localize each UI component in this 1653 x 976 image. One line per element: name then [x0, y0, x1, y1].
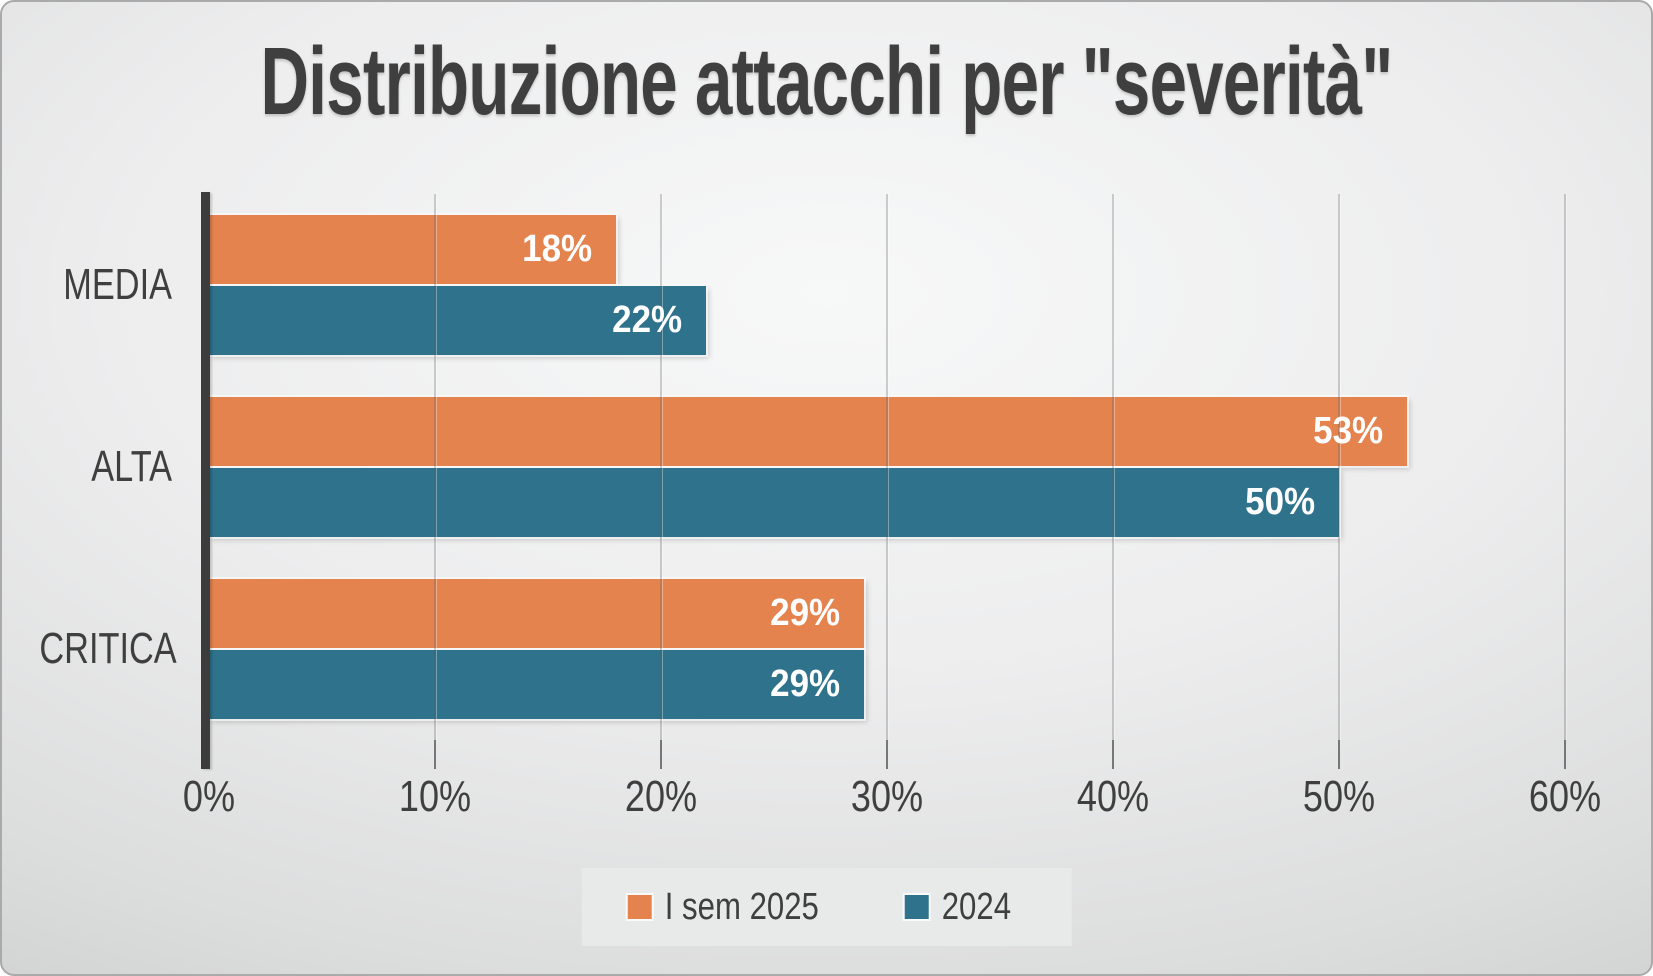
category-row-critica: 29% 29% — [209, 558, 1565, 740]
axis-tick-30% — [886, 740, 888, 769]
axis-tick-60% — [1564, 740, 1566, 769]
category-label-critica: CRITICA — [39, 624, 177, 673]
chart-title: Distribuzione attacchi per "severità" — [260, 28, 1393, 135]
legend-swatch-icon — [904, 895, 929, 919]
bar-alta-i-sem-2025: 53% — [209, 397, 1407, 466]
value-axis-ticks — [208, 740, 1566, 769]
axis-tick-label-60%: 60% — [1528, 772, 1602, 821]
bar-value-label: 29% — [770, 663, 841, 705]
legend-swatch-icon — [627, 895, 652, 919]
axis-tick-label-20%: 20% — [624, 772, 698, 821]
gridline-30% — [886, 194, 888, 740]
axis-tick-label-50%: 50% — [1302, 772, 1376, 821]
plot-area: 18% 22% 53% 50% 29% 29% — [209, 194, 1566, 740]
category-label-media: MEDIA — [63, 260, 172, 309]
gridline-20% — [659, 194, 662, 740]
axis-tick-40% — [1111, 740, 1114, 769]
category-axis-line — [201, 192, 210, 769]
legend-series-label: 2024 — [941, 885, 1011, 928]
bar-value-label: 53% — [1312, 410, 1383, 452]
legend-series-label: I sem 2025 — [664, 885, 819, 928]
category-axis-labels: MEDIA ALTA CRITICA — [2, 194, 177, 740]
gridline-40% — [1111, 194, 1114, 740]
axis-tick-label-30%: 30% — [850, 772, 924, 821]
axis-tick-50% — [1338, 740, 1340, 769]
bar-value-label: 29% — [770, 592, 841, 634]
bar-critica-2024: 29% — [209, 650, 865, 719]
axis-tick-20% — [659, 740, 662, 769]
legend-entry-2024: 2024 — [904, 886, 1026, 929]
legend: I sem 2025 2024 — [581, 868, 1072, 946]
bar-value-label: 22% — [612, 299, 683, 341]
value-axis-labels: 0% 10% 20% 30% 40% 50% 60% — [183, 772, 1601, 824]
legend-entry-i-sem-2025: I sem 2025 — [627, 886, 852, 929]
axis-tick-label-40%: 40% — [1076, 772, 1150, 821]
bar-critica-i-sem-2025: 29% — [209, 579, 865, 648]
category-label-alta: ALTA — [91, 442, 172, 491]
gridline-60% — [1564, 194, 1566, 740]
bar-alta-2024: 50% — [209, 468, 1339, 537]
bar-media-i-sem-2025: 18% — [209, 215, 616, 284]
bar-media-2024: 22% — [209, 286, 707, 355]
axis-tick-label-0%: 0% — [182, 772, 236, 821]
bar-value-label: 50% — [1245, 481, 1316, 523]
gridline-10% — [433, 194, 436, 740]
axis-tick-10% — [433, 740, 436, 769]
category-row-alta: 53% 50% — [209, 376, 1565, 558]
bar-value-label: 18% — [521, 228, 592, 270]
category-row-media: 18% 22% — [209, 194, 1565, 376]
gridline-50% — [1338, 194, 1340, 740]
axis-tick-label-10%: 10% — [398, 772, 472, 821]
